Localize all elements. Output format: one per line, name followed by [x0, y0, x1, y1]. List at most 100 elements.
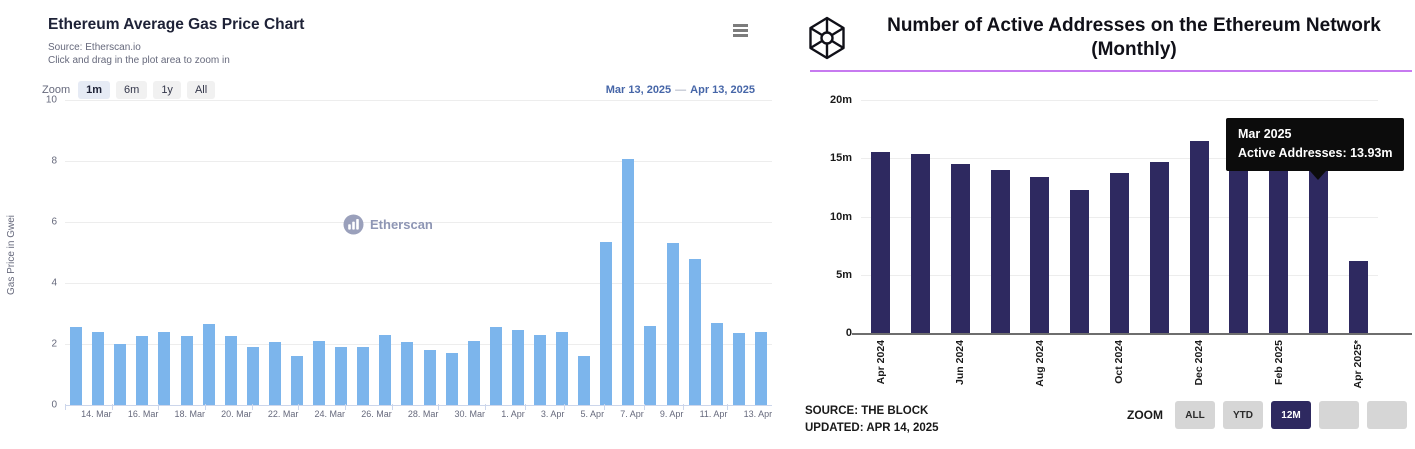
the-block-logo-icon — [809, 16, 845, 59]
right-zoom-button-all[interactable]: ALL — [1175, 401, 1215, 429]
active-addresses-bar[interactable] — [1109, 173, 1129, 333]
left-chart-source: Source: Etherscan.io — [48, 42, 141, 53]
bar-slot — [65, 100, 87, 405]
gas-price-bar[interactable] — [578, 356, 591, 405]
right-zoom-button-ytd[interactable]: YTD — [1223, 401, 1263, 429]
y-tick-label: 0 — [51, 399, 57, 411]
x-axis-label: 7. Apr — [620, 409, 644, 419]
gas-price-bar[interactable] — [710, 322, 723, 405]
active-addresses-bar[interactable] — [1149, 162, 1169, 333]
gas-price-bar[interactable] — [268, 342, 281, 405]
gas-price-bar[interactable] — [445, 353, 458, 405]
gas-price-bar[interactable] — [423, 350, 436, 405]
x-axis-label: 11. Apr — [700, 409, 728, 419]
active-addresses-bar[interactable] — [1070, 189, 1090, 333]
left-plot-area[interactable]: 10 8 6 4 2 0 Etherscan — [46, 95, 772, 411]
gas-price-bar[interactable] — [556, 331, 569, 405]
gas-price-bar[interactable] — [401, 342, 414, 405]
x-axis-label-text: Apr 2024 — [874, 340, 887, 385]
x-axis-label-text: 24. Mar — [314, 409, 346, 419]
y-tick-label: 6 — [51, 216, 57, 228]
x-axis-label: Dec 2024 — [1179, 340, 1219, 398]
right-x-axis-labels: Apr 2024 Jun 2024 Aug 2024 Oct 2024 Dec 2024… — [861, 340, 1378, 398]
bar-slot — [941, 100, 981, 333]
gas-price-bar[interactable] — [688, 258, 701, 405]
left-zoom-button-1y[interactable]: 1y — [153, 81, 181, 99]
date-to[interactable]: Apr 13, 2025 — [690, 84, 755, 96]
gas-price-bar[interactable] — [92, 331, 105, 405]
x-axis-label: 22. Mar — [268, 409, 299, 419]
right-zoom-button-12m[interactable]: 12M — [1271, 401, 1311, 429]
gas-price-bar[interactable] — [467, 340, 480, 405]
x-axis-label — [65, 404, 81, 419]
bar-slot — [109, 100, 131, 405]
x-axis-label: 16. Mar — [128, 409, 159, 419]
right-zoom-button-blank-3[interactable] — [1319, 401, 1359, 429]
bar-slot — [728, 100, 750, 405]
active-addresses-bar[interactable] — [1189, 140, 1209, 333]
bar-slot — [330, 100, 352, 405]
zoom-label: Zoom — [42, 84, 71, 96]
gas-price-bar[interactable] — [600, 241, 613, 405]
active-addresses-bar[interactable] — [1030, 176, 1050, 333]
gas-price-bar[interactable] — [511, 330, 524, 405]
gas-price-bar[interactable] — [489, 327, 502, 405]
x-axis-label-text: Dec 2024 — [1193, 340, 1205, 386]
gas-price-bar[interactable] — [313, 340, 326, 405]
x-axis-label-text: 3. Apr — [540, 409, 565, 419]
gas-price-bar[interactable] — [224, 336, 237, 405]
gas-price-bar[interactable] — [246, 347, 259, 405]
gas-price-bar[interactable] — [379, 334, 392, 405]
gas-price-bar[interactable] — [335, 347, 348, 405]
gas-price-bar[interactable] — [70, 327, 83, 405]
x-axis-label — [1060, 340, 1100, 398]
x-axis-label: Apr 2025* — [1338, 340, 1378, 398]
left-chart-title: Ethereum Average Gas Price Chart — [48, 16, 305, 33]
active-addresses-bar[interactable] — [871, 152, 891, 333]
gridline — [65, 222, 772, 223]
bar-slot — [175, 100, 197, 405]
gas-price-bar[interactable] — [357, 347, 370, 405]
date-from[interactable]: Mar 13, 2025 — [605, 84, 672, 96]
gas-price-bar[interactable] — [202, 324, 215, 405]
gas-price-bar[interactable] — [290, 356, 303, 405]
bar-slot — [1338, 100, 1378, 333]
active-addresses-bar[interactable] — [1269, 168, 1289, 333]
active-addresses-bar[interactable] — [911, 153, 931, 333]
bar-slot — [1219, 100, 1259, 333]
right-plot-area[interactable]: 20m 15m 10m 5m 0 Mar 2025 Active Addresses: … — [830, 94, 1412, 339]
gas-price-bar[interactable] — [180, 336, 193, 405]
left-zoom-button-1m[interactable]: 1m — [78, 81, 111, 99]
right-zoom-button-blank-4[interactable] — [1367, 401, 1407, 429]
gas-price-bar[interactable] — [622, 159, 635, 405]
active-addresses-bar[interactable] — [990, 169, 1010, 333]
left-zoom-button-6m[interactable]: 6m — [116, 81, 148, 99]
gas-price-bar[interactable] — [754, 331, 767, 405]
x-axis-label: Feb 2025 — [1259, 340, 1299, 398]
left-zoom-button-all[interactable]: All — [186, 81, 216, 99]
bar-slot — [617, 100, 639, 405]
chart-context-menu-button[interactable] — [731, 24, 750, 39]
gas-price-bar[interactable] — [666, 243, 679, 405]
gas-price-bar[interactable] — [534, 334, 547, 405]
bar-slot — [198, 100, 220, 405]
active-addresses-bar[interactable] — [1348, 260, 1368, 333]
bar-slot — [153, 100, 175, 405]
bar-slot — [595, 100, 617, 405]
x-axis-label-text: Oct 2024 — [1113, 340, 1126, 384]
active-addresses-bar[interactable] — [1308, 170, 1328, 333]
active-addresses-bar[interactable] — [1229, 158, 1249, 333]
active-addresses-bar[interactable] — [950, 163, 970, 333]
gridline — [65, 100, 772, 101]
gas-price-bar[interactable] — [136, 336, 149, 405]
x-axis-label-text: 28. Mar — [407, 409, 439, 419]
gas-price-bar[interactable] — [644, 325, 657, 405]
right-chart-header: Number of Active Addresses on the Ethere… — [805, 14, 1415, 62]
y-tick-label: 0 — [845, 327, 852, 339]
gas-price-bar[interactable] — [114, 344, 127, 405]
gas-price-bar[interactable] — [158, 331, 171, 405]
gas-price-bar[interactable] — [732, 333, 745, 405]
zoom-button-group: 1m 6m 1y All — [78, 81, 216, 99]
tooltip-value: Active Addresses: 13.93m — [1238, 145, 1393, 160]
x-axis-label — [158, 404, 174, 419]
